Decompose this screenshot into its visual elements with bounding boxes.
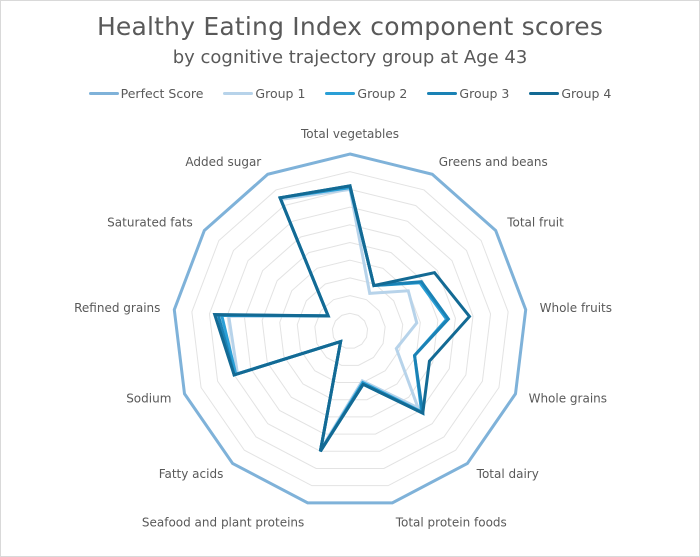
series-line-group-3[interactable] [216, 184, 451, 453]
legend-label: Group 2 [357, 86, 408, 101]
legend-label: Group 3 [459, 86, 510, 101]
legend-swatch-icon [427, 92, 458, 95]
chart-legend: Perfect Score Group 1 Group 2 Group 3 Gr… [0, 86, 700, 101]
legend-swatch-icon [88, 92, 119, 95]
series-line-group-2[interactable] [219, 185, 449, 453]
radar-series [172, 152, 528, 505]
axis-label-seafood-and-plant-proteins: Seafood and plant proteins [142, 515, 304, 529]
axis-label-refined-grains: Refined grains [74, 301, 160, 315]
axis-label-total-dairy: Total dairy [476, 467, 539, 481]
legend-item-group-4[interactable]: Group 4 [529, 86, 611, 101]
legend-item-group-1[interactable]: Group 1 [223, 86, 305, 101]
grid-ring [296, 277, 404, 384]
legend-label: Perfect Score [120, 86, 204, 101]
legend-swatch-icon [529, 92, 560, 95]
grid-ring [191, 171, 509, 487]
grid-ring [331, 312, 369, 349]
axis-label-total-vegetables: Total vegetables [300, 127, 399, 141]
legend-label: Group 4 [561, 86, 612, 101]
axis-label-whole-grains: Whole grains [529, 392, 607, 406]
chart-subtitle: by cognitive trajectory group at Age 43 [172, 47, 528, 68]
grid-ring [208, 188, 492, 469]
grid-ring [226, 206, 474, 452]
series-line-perfect-score[interactable] [172, 152, 528, 505]
axis-label-total-fruit: Total fruit [506, 215, 564, 229]
axis-label-added-sugar: Added sugar [185, 155, 261, 169]
legend-swatch-icon [325, 92, 356, 95]
axis-label-total-protein-foods: Total protein foods [395, 515, 507, 529]
grid-ring [314, 295, 386, 366]
legend-item-perfect-score[interactable]: Perfect Score [88, 86, 204, 101]
axis-label-whole-fruits: Whole fruits [540, 301, 612, 315]
legend-item-group-2[interactable]: Group 2 [325, 86, 407, 101]
radar-grid [191, 171, 509, 487]
axis-label-saturated-fats: Saturated fats [107, 215, 193, 229]
legend-label: Group 1 [255, 86, 306, 101]
axis-label-fatty-acids: Fatty acids [159, 467, 224, 481]
axis-labels: Total vegetables Greens and beans Total fr… [74, 127, 612, 529]
legend-item-group-3[interactable]: Group 3 [427, 86, 509, 101]
chart-title: Healthy Eating Index component scores [96, 12, 604, 41]
legend-swatch-icon [223, 92, 254, 95]
axis-label-sodium: Sodium [126, 392, 171, 406]
axis-label-greens-and-beans: Greens and beans [439, 155, 548, 169]
series-line-group-4[interactable] [212, 184, 472, 453]
series-line-group-1[interactable] [227, 187, 421, 451]
